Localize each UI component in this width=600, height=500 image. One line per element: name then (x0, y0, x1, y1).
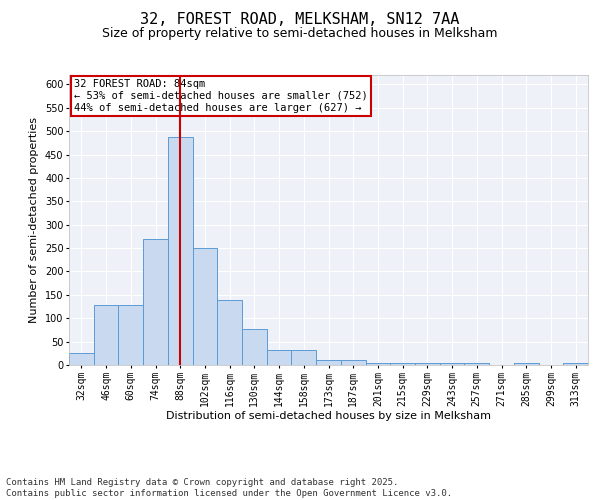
Bar (415, 362, 440, 365)
Bar (563, 362, 588, 365)
Bar (341, 360, 365, 365)
Bar (143, 238, 168, 365)
Bar (267, 350, 292, 365)
Text: 32, FOREST ROAD, MELKSHAM, SN12 7AA: 32, FOREST ROAD, MELKSHAM, SN12 7AA (140, 12, 460, 28)
Bar (365, 362, 390, 365)
Bar (390, 362, 415, 365)
Text: Size of property relative to semi-detached houses in Melksham: Size of property relative to semi-detach… (102, 28, 498, 40)
Bar (514, 362, 539, 365)
Bar (168, 137, 193, 365)
Bar (69, 354, 94, 365)
X-axis label: Distribution of semi-detached houses by size in Melksham: Distribution of semi-detached houses by … (166, 412, 491, 422)
Y-axis label: Number of semi-detached properties: Number of semi-detached properties (29, 117, 39, 323)
Bar (118, 305, 143, 365)
Bar (94, 305, 118, 365)
Text: 32 FOREST ROAD: 84sqm
← 53% of semi-detached houses are smaller (752)
44% of sem: 32 FOREST ROAD: 84sqm ← 53% of semi-deta… (74, 80, 368, 112)
Bar (440, 362, 464, 365)
Bar (242, 328, 267, 365)
Bar (193, 248, 217, 365)
Bar (464, 362, 489, 365)
Bar (292, 350, 316, 365)
Text: Contains HM Land Registry data © Crown copyright and database right 2025.
Contai: Contains HM Land Registry data © Crown c… (6, 478, 452, 498)
Bar (316, 360, 341, 365)
Bar (217, 300, 242, 365)
